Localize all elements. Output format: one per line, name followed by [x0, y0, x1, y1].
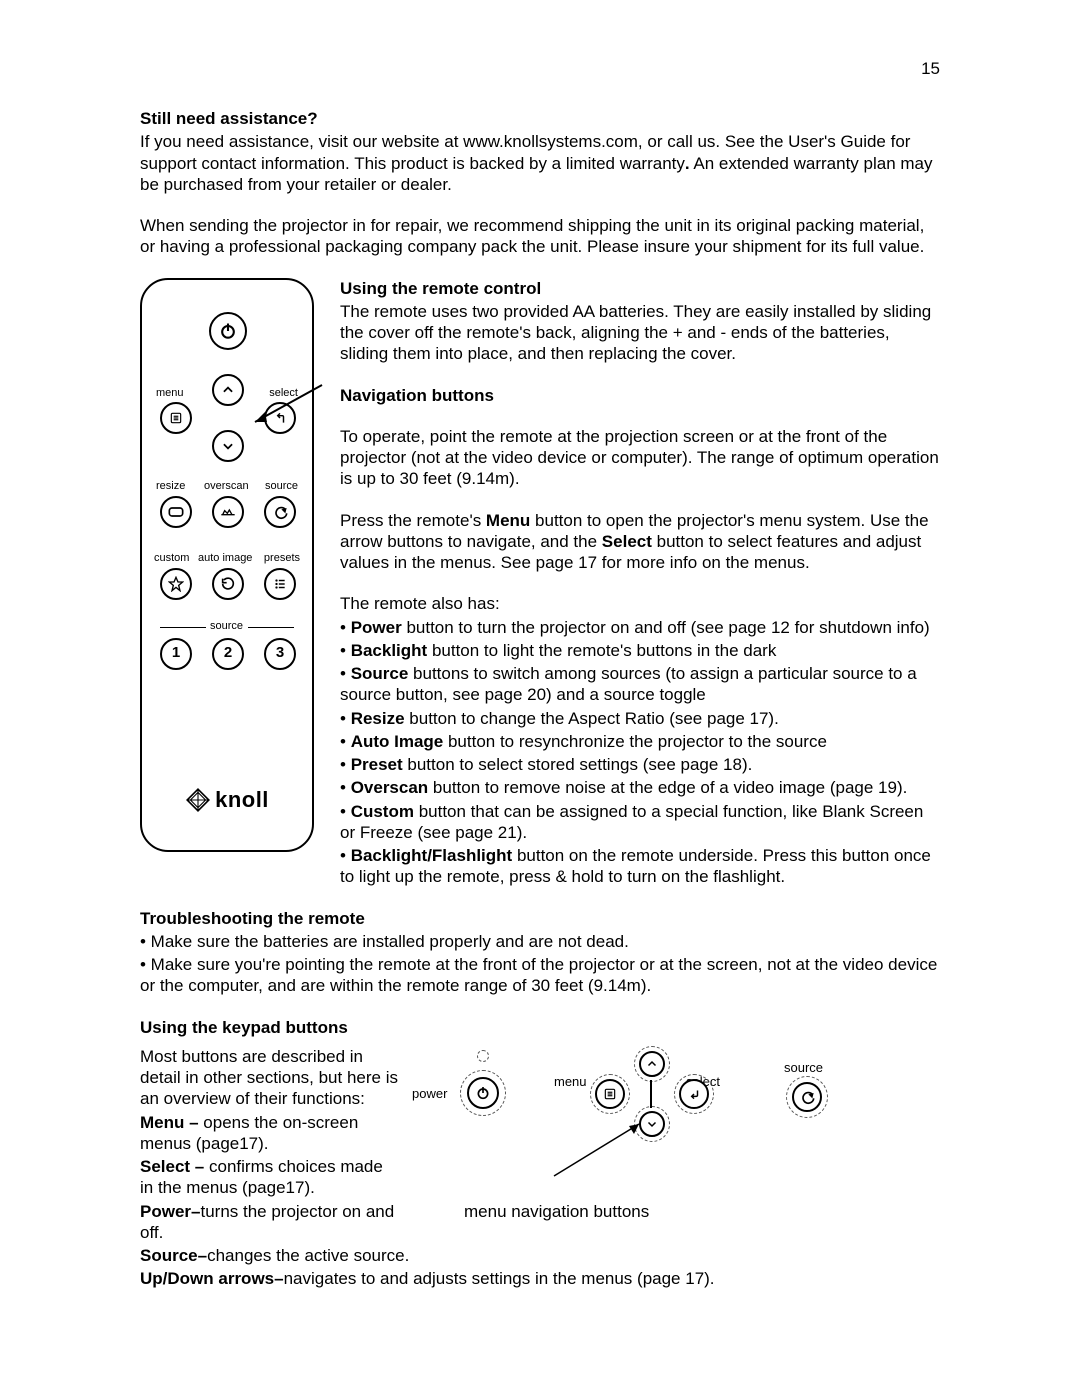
kp-power-ring [460, 1070, 506, 1116]
pointer-arrow-icon [544, 1116, 664, 1186]
remote-body: menu select [140, 278, 314, 852]
overscan-icon [212, 496, 244, 528]
label-autoimage: auto image [198, 552, 252, 566]
heading-assistance: Still need assistance? [140, 109, 318, 128]
led-icon [477, 1050, 489, 1062]
remote-also-has: The remote also has: [340, 593, 940, 614]
source-1-button: 1 [160, 638, 192, 670]
page-number: 15 [921, 58, 940, 79]
remote-text: Using the remote control The remote uses… [340, 278, 940, 890]
heading-keypad: Using the keypad buttons [140, 1018, 348, 1037]
trouble-1: • Make sure the batteries are installed … [140, 931, 940, 952]
brand-icon [185, 787, 211, 813]
kp-label-power: power [412, 1086, 447, 1102]
kp-up-ring [634, 1046, 670, 1082]
kp-label-menu: menu [554, 1074, 587, 1090]
heading-trouble: Troubleshooting the remote [140, 909, 365, 928]
trouble-2: • Make sure you're pointing the remote a… [140, 954, 940, 997]
assist-text-2: When sending the projector in for repair… [140, 215, 940, 258]
source-icon [792, 1082, 822, 1112]
select-icon [679, 1079, 709, 1109]
source-3-button: 3 [264, 638, 296, 670]
kp-source-ring [786, 1076, 828, 1118]
heading-remote: Using the remote control [340, 279, 541, 298]
presets-icon [264, 568, 296, 600]
label-source: source [265, 480, 298, 494]
kp-select-ring [674, 1074, 714, 1114]
power-icon [467, 1077, 499, 1109]
keypad-section: Most buttons are described in detail in … [140, 1046, 940, 1201]
source-2-button: 2 [212, 638, 244, 670]
power-icon [209, 312, 247, 350]
pointer-arrow-icon [237, 380, 327, 440]
label-menu: menu [156, 387, 184, 401]
kp-nav-caption: menu navigation buttons [464, 1201, 940, 1222]
label-presets: presets [264, 552, 300, 566]
kp-menu-ring [590, 1074, 630, 1114]
assist-text: If you need assistance, visit our websit… [140, 131, 940, 195]
label-resize: resize [156, 480, 185, 494]
up-arrow-icon [639, 1051, 665, 1077]
source-icon [264, 496, 296, 528]
keypad-text: Most buttons are described in detail in … [140, 1046, 400, 1201]
label-overscan: overscan [204, 480, 249, 494]
custom-icon [160, 568, 192, 600]
resize-icon [160, 496, 192, 528]
page: 15 Still need assistance? If you need as… [0, 0, 1080, 1397]
label-source2: source [210, 620, 243, 634]
label-custom: custom [154, 552, 189, 566]
brand-logo: knoll [142, 786, 312, 814]
remote-diagram: menu select [140, 278, 320, 852]
keypad-diagram: power menu select [424, 1046, 940, 1176]
kp-label-source: source [784, 1060, 823, 1076]
menu-icon [595, 1079, 625, 1109]
menu-icon [160, 402, 192, 434]
autoimage-icon [212, 568, 244, 600]
heading-nav: Navigation buttons [340, 386, 494, 405]
remote-section: menu select [140, 278, 940, 890]
